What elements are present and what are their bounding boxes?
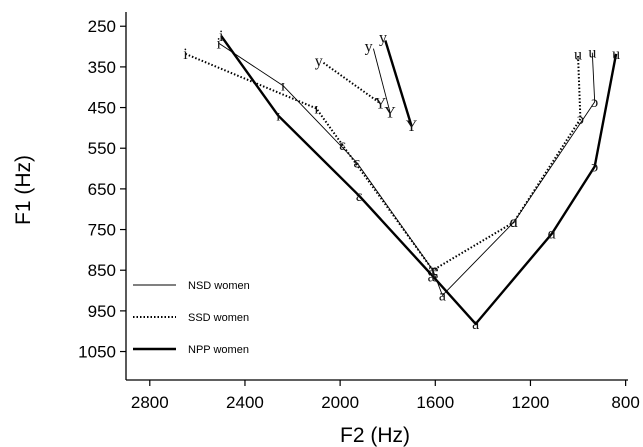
series-line: [218, 42, 596, 296]
x-tick-label: 1600: [416, 393, 454, 412]
vowel-point-label: ɪ: [281, 78, 285, 95]
annotation-line: [372, 48, 391, 113]
vowel-point-label: u: [612, 46, 620, 63]
series-ssd-women: i ɪ ɛ æ ɑ ɔ u: [183, 46, 584, 279]
vowel-point-label: u: [588, 45, 596, 62]
annotation-label: y: [365, 39, 373, 56]
vowel-point-label: ɔ: [591, 94, 598, 111]
vowel-point-label: ɔ: [577, 111, 584, 128]
annotation-label: y: [315, 53, 323, 70]
legend: NSD women SSD women NPP women: [133, 280, 250, 356]
y-tick-label: 1050: [78, 343, 116, 362]
annotation-layer: y Yy Yy Y: [315, 30, 418, 135]
x-tick-label: 800: [611, 393, 639, 412]
annotation-label: Y: [384, 104, 396, 121]
y-tick-label: 550: [88, 139, 116, 158]
y-tick-label: 450: [88, 99, 116, 118]
vowel-point-label: i: [183, 46, 188, 63]
vowel-point-label: ɪ: [314, 100, 318, 117]
x-axis-ticks: 2800 2400 2000 1600 1200 800: [131, 380, 640, 412]
vowel-point-label: ɔ: [591, 159, 598, 176]
annotation-label: Y: [375, 95, 387, 112]
vowel-point-label: ɛ: [356, 188, 363, 205]
legend-label: NPP women: [188, 344, 249, 356]
x-tick-label: 2000: [321, 393, 359, 412]
y-tick-label: 350: [88, 58, 116, 77]
legend-label: NSD women: [188, 280, 250, 292]
x-tick-label: 2800: [131, 393, 169, 412]
x-axis-title: F2 (Hz): [340, 424, 410, 447]
annotation-line: [384, 40, 413, 127]
series-nsd-women: i ɪ ɛ æa ɑ ɔ u: [217, 35, 599, 304]
x-tick-label: 2400: [226, 393, 264, 412]
vowel-point-label: ɑ: [548, 226, 556, 243]
vowel-point-label: ɑ: [510, 214, 518, 231]
y-tick-label: 250: [88, 17, 116, 36]
y-tick-label: 850: [88, 261, 116, 280]
vowel-point-label: a: [472, 316, 479, 333]
vowel-point-label: ɪ: [276, 108, 280, 125]
annotation-line: [322, 62, 382, 105]
y-tick-label: 650: [88, 180, 116, 199]
vowel-point-label: ɛ: [339, 137, 346, 154]
vowel-point-label: æ: [428, 262, 439, 279]
vowel-point-label: æ: [428, 268, 439, 285]
vowel-point-label: i: [217, 35, 222, 52]
vowel-point-label: ɛ: [353, 154, 360, 171]
axes: [125, 12, 628, 381]
y-tick-label: 950: [88, 302, 116, 321]
vowel-point-label: u: [574, 47, 582, 64]
annotation-label: Y: [406, 118, 418, 135]
series-line: [220, 35, 618, 326]
annotation-label: y: [379, 30, 387, 47]
vowel-point-label: i: [219, 28, 224, 45]
y-axis-ticks: 250 350 450 550 650 750 850 950 1050: [78, 17, 126, 362]
vowel-point-label: a: [439, 287, 446, 304]
y-tick-label: 750: [88, 221, 116, 240]
x-tick-label: 1200: [512, 393, 550, 412]
legend-label: SSD women: [188, 312, 249, 324]
y-axis-title: F1 (Hz): [12, 155, 35, 225]
vowel-point-label: æ: [428, 262, 439, 279]
